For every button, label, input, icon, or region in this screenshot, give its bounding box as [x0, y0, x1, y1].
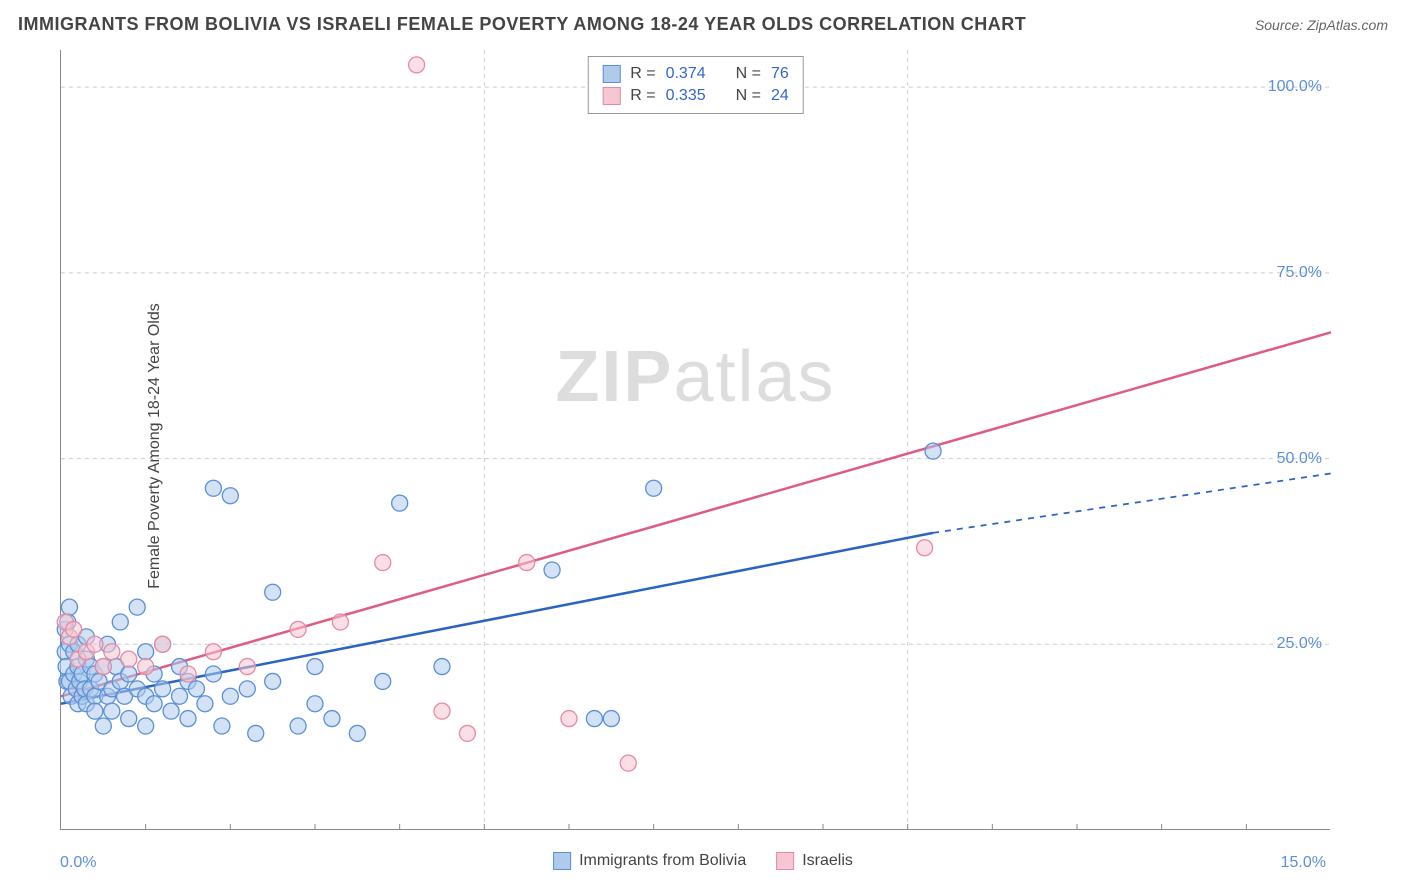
r-value: 0.374	[666, 65, 706, 83]
source-label: Source: ZipAtlas.com	[1255, 17, 1388, 33]
n-label: N =	[736, 65, 761, 83]
chart-svg	[61, 50, 1330, 829]
y-tick-label: 100.0%	[1268, 78, 1322, 96]
title-bar: IMMIGRANTS FROM BOLIVIA VS ISRAELI FEMAL…	[18, 14, 1388, 35]
swatch-pink	[776, 852, 794, 870]
y-tick-label: 75.0%	[1277, 264, 1322, 282]
r-label: R =	[630, 87, 655, 105]
x-tick-max: 15.0%	[1281, 854, 1326, 872]
n-label: N =	[736, 87, 761, 105]
y-tick-label: 50.0%	[1277, 450, 1322, 468]
y-tick-label: 25.0%	[1277, 635, 1322, 653]
legend-series: Immigrants from Bolivia Israelis	[553, 852, 853, 870]
legend-row: R = 0.374 N = 76	[602, 63, 789, 85]
x-tick-min: 0.0%	[60, 854, 96, 872]
plot-area: ZIPatlas R = 0.374 N = 76 R = 0.335 N = …	[60, 50, 1330, 830]
swatch-blue	[602, 65, 620, 83]
n-value: 76	[771, 65, 789, 83]
chart-title: IMMIGRANTS FROM BOLIVIA VS ISRAELI FEMAL…	[18, 14, 1026, 35]
legend-row: R = 0.335 N = 24	[602, 85, 789, 107]
chart-container: IMMIGRANTS FROM BOLIVIA VS ISRAELI FEMAL…	[0, 0, 1406, 892]
legend-label: Israelis	[802, 852, 853, 870]
swatch-blue	[553, 852, 571, 870]
swatch-pink	[602, 87, 620, 105]
legend-label: Immigrants from Bolivia	[579, 852, 746, 870]
r-value: 0.335	[666, 87, 706, 105]
legend-item: Israelis	[776, 852, 853, 870]
legend-item: Immigrants from Bolivia	[553, 852, 746, 870]
legend-correlation: R = 0.374 N = 76 R = 0.335 N = 24	[587, 56, 804, 114]
r-label: R =	[630, 65, 655, 83]
n-value: 24	[771, 87, 789, 105]
